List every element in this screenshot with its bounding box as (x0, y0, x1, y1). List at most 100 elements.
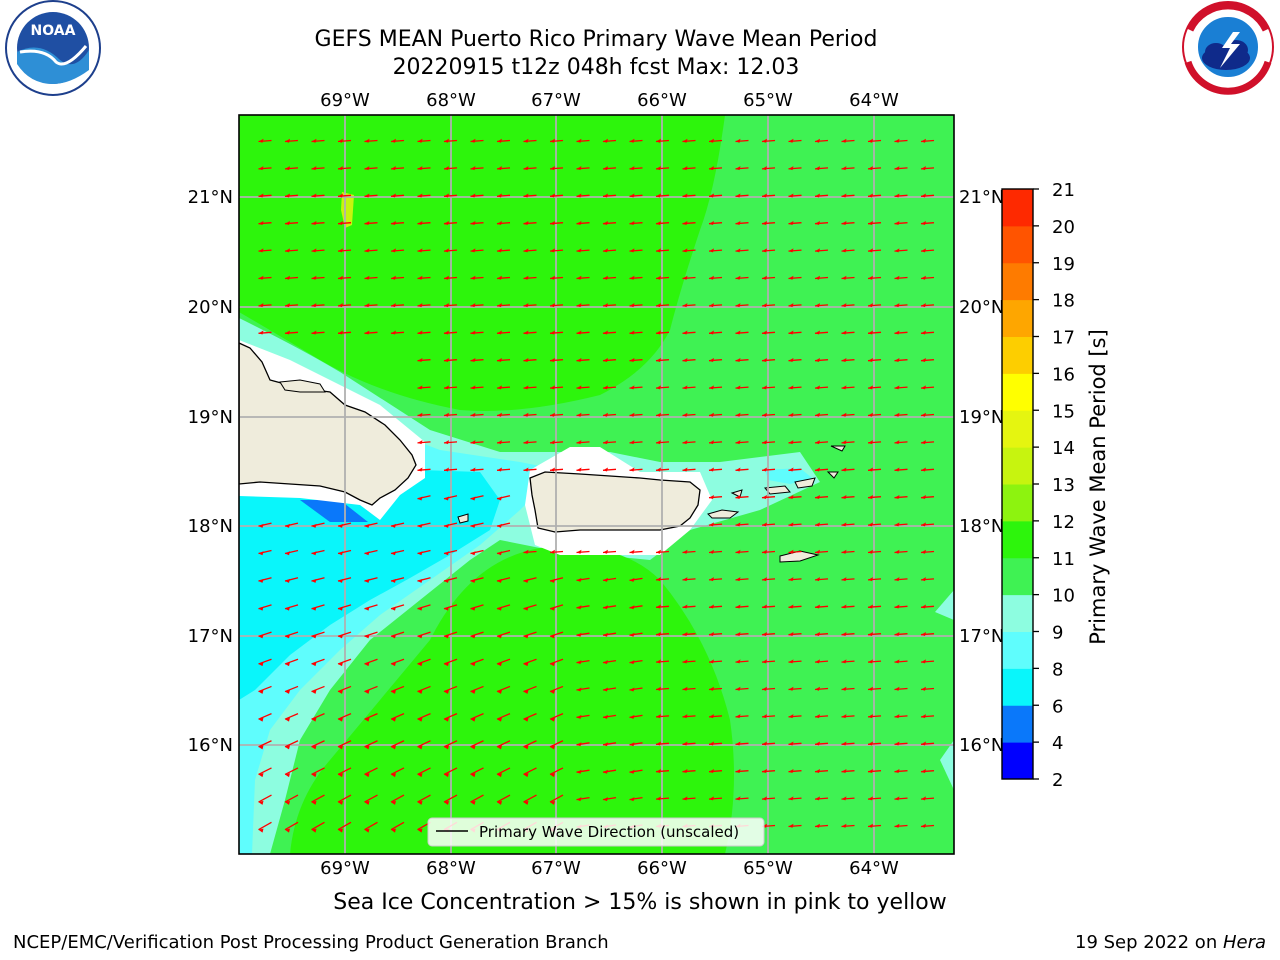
wave-arrow-head (417, 193, 423, 198)
lat-label-left: 20°N (188, 297, 233, 318)
wave-arrow-head (364, 717, 370, 722)
colorbar-tick-label: 17 (1052, 328, 1075, 349)
wave-arrow-head (868, 166, 873, 171)
wave-arrow-head (311, 717, 317, 722)
wave-arrow-head (894, 741, 900, 746)
wave-arrow-head (735, 604, 741, 609)
wave-arrow-head (444, 662, 449, 667)
wave-arrow-head (894, 494, 900, 499)
wave-arrow-head (391, 551, 396, 556)
wave-arrow-head (682, 275, 688, 280)
wave-arrow-head (417, 357, 423, 362)
wave-arrow-head (417, 662, 423, 667)
wave-arrow-head (338, 634, 343, 639)
wave-arrow-head (762, 440, 767, 445)
wave-arrow-head (815, 741, 820, 746)
wave-arrow-head (841, 138, 847, 143)
wave-arrow-head (417, 440, 423, 445)
noaa-logo-text: NOAA (31, 23, 76, 39)
wave-arrow-head (417, 523, 423, 528)
wave-arrow-head (603, 166, 608, 171)
wave-arrow (417, 740, 431, 748)
wave-arrow-head (709, 549, 714, 554)
wave-arrow-head (550, 166, 555, 171)
wave-arrow-head (603, 275, 608, 280)
wave-arrow-head (497, 357, 502, 362)
lon-label-top: 65°W (743, 90, 793, 111)
wave-arrow-head (523, 357, 529, 362)
wave-arrow-head (788, 686, 794, 691)
wave-arrow-head (815, 385, 820, 390)
wave-arrow-head (497, 275, 502, 280)
wave-arrow (470, 740, 484, 748)
wave-arrow-head (788, 412, 794, 417)
wave-arrow-head (709, 412, 714, 417)
wave-arrow (523, 767, 537, 776)
wave-arrow-head (815, 714, 820, 719)
wave-arrow-head (656, 714, 661, 719)
wave-arrow-head (470, 385, 476, 390)
lon-label-bottom: 65°W (743, 858, 793, 879)
wave-arrow-head (629, 248, 635, 253)
wave-arrow-head (417, 496, 423, 501)
wave-arrow-head (682, 357, 688, 362)
wave-arrow-head (497, 745, 502, 750)
wave-arrow-head (868, 467, 873, 472)
wave-arrow-head (841, 275, 847, 280)
wave-arrow-head (735, 631, 741, 636)
wave-arrow (337, 685, 352, 693)
wave-arrow-head (338, 773, 343, 778)
wave-arrow-head (417, 303, 423, 308)
wave-arrow-head (682, 604, 688, 609)
wave-arrow-head (868, 440, 873, 445)
wave-arrow-head (576, 412, 582, 417)
colorbar-segment (1002, 742, 1033, 780)
wave-arrow-head (470, 275, 476, 280)
colorbar-tick-label: 2 (1052, 770, 1063, 791)
wave-arrow-head (550, 248, 555, 253)
wave-arrow-head (629, 330, 635, 335)
wave-arrow-head (868, 549, 873, 554)
wave-arrow-head (603, 193, 608, 198)
wave-arrow-head (815, 220, 820, 225)
wave-arrow-head (921, 275, 926, 280)
wave-arrow (284, 740, 299, 748)
wave-arrow (443, 685, 458, 693)
lon-label-top: 66°W (637, 90, 687, 111)
wave-arrow-head (709, 138, 714, 143)
wave-arrow-head (682, 166, 688, 171)
wave-arrow-head (788, 522, 794, 527)
wave-arrow-head (629, 632, 635, 637)
wave-arrow (496, 712, 511, 720)
colorbar-segment (1002, 336, 1033, 374)
lat-label-right: 18°N (959, 516, 1004, 537)
wave-arrow (417, 767, 431, 776)
wave-arrow-head (682, 138, 688, 143)
wave-arrow-head (258, 193, 264, 198)
wave-arrow-head (444, 385, 449, 390)
wave-arrow (364, 685, 378, 693)
wave-arrow-head (258, 220, 264, 225)
wave-arrow (284, 767, 299, 776)
wave-arrow-head (735, 768, 741, 773)
wave-arrow-head (258, 606, 264, 611)
wave-arrow-head (444, 745, 449, 750)
chart-title: GEFS MEAN Puerto Rico Primary Wave Mean … (314, 27, 878, 52)
wave-arrow-head (629, 412, 635, 417)
wave-arrow-head (497, 193, 502, 198)
wave-arrow-head (735, 248, 741, 253)
wave-arrow-head (603, 357, 608, 362)
wave-arrow-head (311, 248, 317, 253)
wave-arrow-head (815, 768, 820, 773)
wave-arrow-head (470, 220, 476, 225)
wave-arrow-head (709, 440, 714, 445)
wave-arrow-head (258, 662, 264, 667)
wave-arrow-head (868, 796, 873, 801)
wave-arrow (496, 685, 511, 693)
wave-arrow-head (735, 659, 741, 664)
wave-arrow-head (550, 773, 555, 778)
lon-label-bottom: 69°W (320, 858, 370, 879)
chart-subtitle: 20220915 t12z 048h fcst Max: 12.03 (392, 55, 800, 80)
wave-arrow-head (868, 385, 873, 390)
colorbar-tick-label: 20 (1052, 217, 1075, 238)
